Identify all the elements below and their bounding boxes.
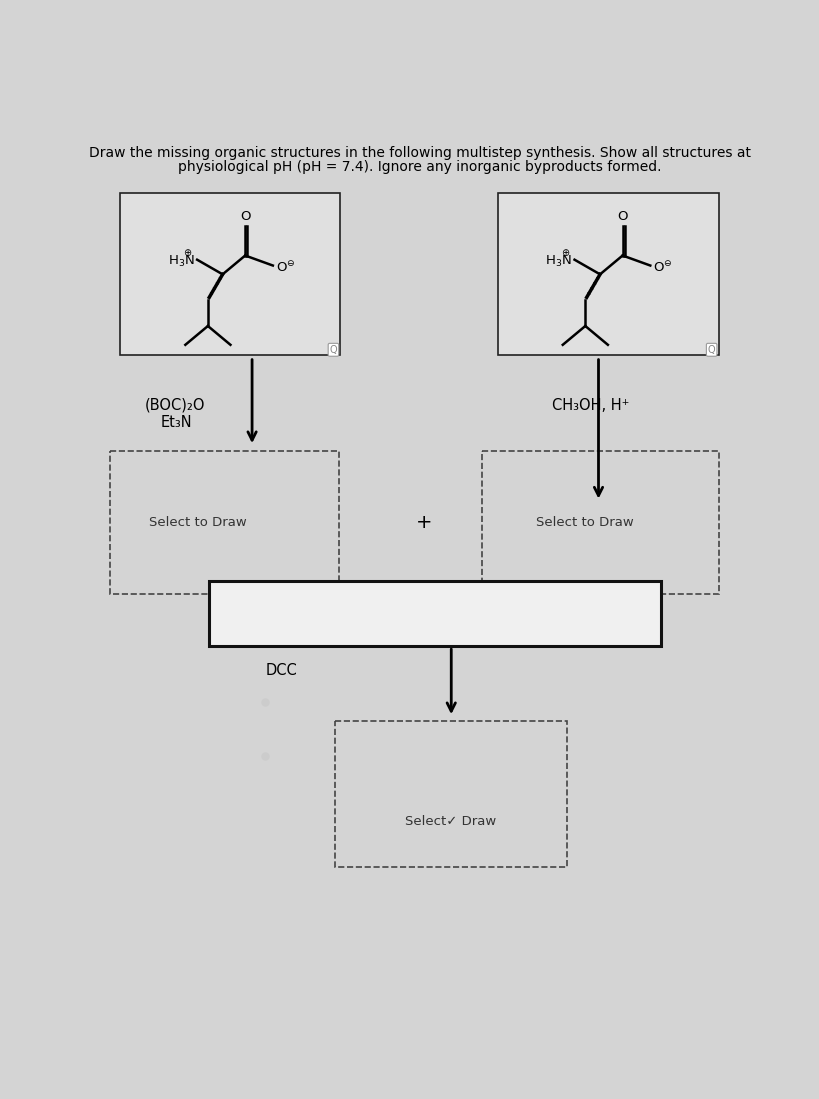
Bar (482, 452, 717, 593)
Text: (BOC)₂O: (BOC)₂O (145, 398, 206, 412)
Text: Q: Q (329, 345, 337, 355)
Text: Et₃N: Et₃N (161, 415, 192, 430)
Text: O: O (240, 210, 250, 223)
Text: O: O (617, 210, 627, 223)
Text: $\oplus$: $\oplus$ (560, 246, 569, 257)
Text: +: + (415, 513, 432, 532)
Text: $\oplus$: $\oplus$ (183, 246, 192, 257)
Bar (335, 721, 567, 867)
Text: Select to Draw: Select to Draw (149, 515, 247, 529)
Bar (110, 452, 338, 593)
Text: DCC: DCC (265, 663, 296, 678)
Text: CH₃OH, H⁺: CH₃OH, H⁺ (551, 398, 629, 412)
Text: H$_3$N: H$_3$N (545, 254, 572, 269)
Text: H$_3$N: H$_3$N (168, 254, 195, 269)
Bar (120, 193, 340, 355)
Text: Select✓ Draw: Select✓ Draw (405, 814, 495, 828)
Text: Q: Q (707, 345, 715, 355)
Text: Select to Draw: Select to Draw (536, 515, 633, 529)
Bar (497, 193, 717, 355)
Bar (209, 580, 659, 646)
Text: Draw the missing organic structures in the following multistep synthesis. Show a: Draw the missing organic structures in t… (89, 146, 750, 159)
Text: O$^{\ominus}$: O$^{\ominus}$ (653, 259, 672, 275)
Text: O$^{\ominus}$: O$^{\ominus}$ (276, 259, 295, 275)
Text: physiological pH (pH = 7.4). Ignore any inorganic byproducts formed.: physiological pH (pH = 7.4). Ignore any … (179, 159, 661, 174)
